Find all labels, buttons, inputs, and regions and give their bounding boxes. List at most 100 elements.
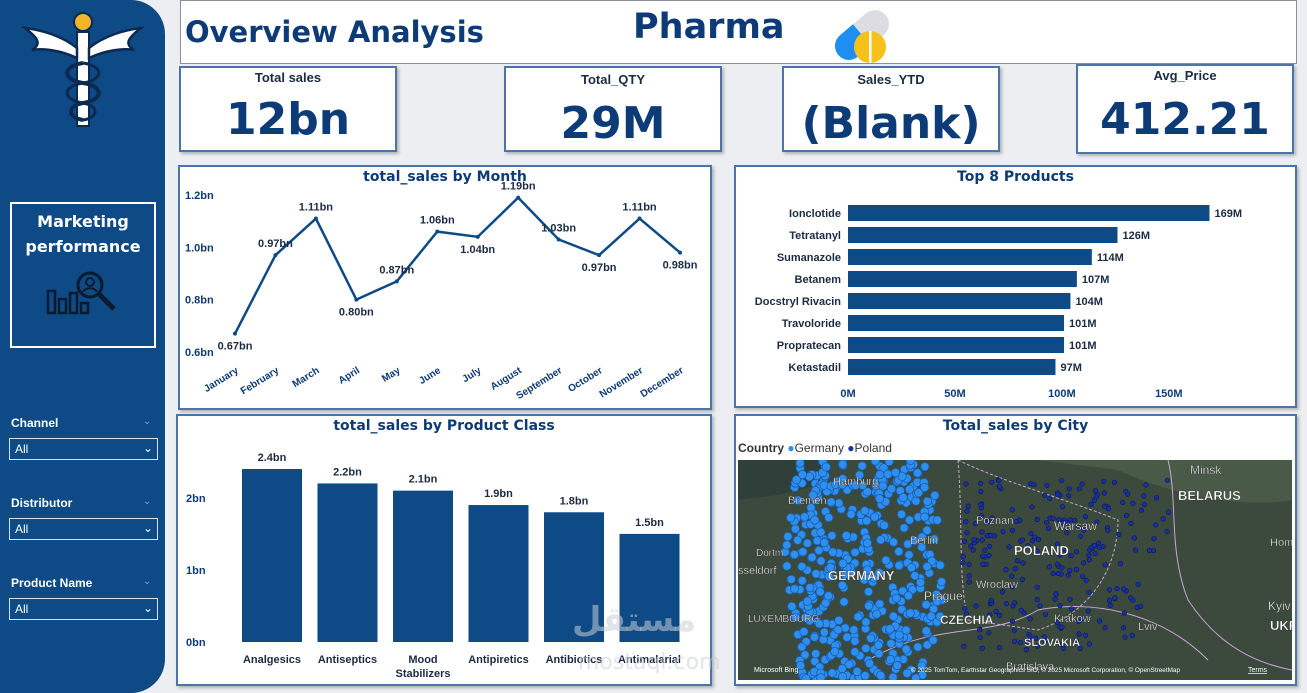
- germany-city-dot: [844, 659, 854, 670]
- bar-value-label: 169M: [1214, 208, 1242, 220]
- bar-value-label: 97M: [1060, 362, 1081, 374]
- germany-city-dot: [849, 625, 859, 635]
- germany-city-dot: [816, 527, 826, 537]
- germany-city-dot: [886, 484, 897, 494]
- germany-city-dot: [837, 672, 848, 680]
- channel-select[interactable]: All ⌄: [9, 438, 158, 460]
- border-line: [1167, 460, 1292, 671]
- kpi-card-avg-price: Avg_Price 412.21: [1076, 64, 1294, 154]
- poland-city-dot: [1034, 584, 1040, 590]
- germany-city-dot: [930, 490, 940, 501]
- analytics-search-icon: [46, 271, 116, 315]
- germany-city-dot: [911, 673, 921, 680]
- germany-city-dot: [894, 630, 904, 640]
- chevron-down-icon[interactable]: ⌄: [143, 496, 152, 507]
- legend-germany[interactable]: Germany: [794, 441, 844, 455]
- map-place-label: Krakow: [1054, 613, 1091, 625]
- map-place-label: Bremen: [788, 495, 827, 507]
- germany-city-dot: [901, 625, 911, 635]
- marketing-performance-button[interactable]: Marketing performance: [10, 202, 156, 348]
- dropdown-arrow-icon: ⌄: [142, 441, 153, 455]
- top-products-chart[interactable]: Ionclotide 169M Tetratanyl 126M Sumanazole 11…: [736, 167, 1295, 406]
- x-tick-label: Antipiretics: [468, 654, 529, 666]
- poland-city-dot: [1078, 533, 1084, 539]
- poland-city-dot: [964, 508, 970, 514]
- product-class-chart[interactable]: 0bn 1bn 2bn 2.4bn Analgesics 2.2bn Antiseptics…: [178, 416, 710, 684]
- poland-city-dot: [1135, 581, 1141, 588]
- germany-city-dot: [914, 488, 924, 498]
- poland-city-dot: [1011, 627, 1017, 633]
- channel-select-value: All: [15, 442, 29, 456]
- product-label: Tetratanyl: [789, 230, 841, 242]
- poland-city-dot: [980, 553, 986, 559]
- germany-city-dot: [936, 577, 947, 587]
- poland-city-dot: [1146, 547, 1153, 554]
- kpi-card-total-qty: Total_QTY 29M: [504, 66, 722, 152]
- brand-title: Pharma: [633, 7, 785, 47]
- poland-city-dot: [1076, 486, 1082, 492]
- product-name-filter-label: Product Name: [11, 576, 93, 590]
- legend-poland[interactable]: Poland: [854, 441, 892, 455]
- poland-city-dot: [1112, 595, 1118, 601]
- germany-city-dot: [783, 531, 793, 542]
- germany-city-dot: [870, 460, 880, 466]
- poland-city-dot: [988, 532, 994, 538]
- germany-city-dot: [797, 642, 807, 652]
- poland-city-dot: [1120, 625, 1127, 631]
- data-point: [475, 234, 480, 239]
- product-name-select[interactable]: All ⌄: [9, 598, 158, 620]
- poland-city-dot: [962, 605, 968, 612]
- germany-city-dot: [790, 524, 801, 534]
- product-label: Sumanazole: [777, 252, 841, 264]
- poland-city-dot: [1009, 527, 1016, 533]
- map-legend: Country ●Germany ●Poland: [738, 441, 892, 455]
- poland-city-dot: [1012, 600, 1018, 606]
- germany-city-dot: [909, 535, 920, 546]
- poland-city-dot: [1128, 520, 1134, 527]
- germany-city-dot: [827, 668, 837, 678]
- poland-city-dot: [966, 573, 972, 579]
- poland-city-dot: [1121, 610, 1127, 616]
- data-point: [435, 229, 440, 234]
- germany-city-dot: [805, 583, 815, 593]
- line-chart[interactable]: 0.6bn 0.8bn 1.0bn 1.2bn 0.67bn January 0.97bn F…: [180, 167, 710, 408]
- germany-city-dot: [920, 512, 930, 522]
- poland-city-dot: [978, 489, 984, 495]
- bar-value-label: 101M: [1069, 318, 1097, 330]
- distributor-select[interactable]: All ⌄: [9, 518, 158, 540]
- poland-city-dot: [997, 644, 1003, 651]
- x-tick-label: Stabilizers: [395, 668, 450, 680]
- map-place-label: Warsaw: [1054, 519, 1097, 533]
- germany-city-dot: [838, 558, 848, 569]
- poland-city-dot: [1047, 495, 1053, 502]
- germany-city-dot: [892, 660, 902, 671]
- chevron-down-icon[interactable]: ⌄: [143, 416, 152, 427]
- data-label: 0.87bn: [379, 264, 414, 276]
- germany-city-dot: [811, 569, 821, 579]
- kpi-value: (Blank): [801, 98, 981, 149]
- germany-city-dot: [876, 535, 886, 545]
- germany-city-dot: [797, 469, 808, 480]
- germany-city-dot: [932, 515, 942, 525]
- chevron-down-icon[interactable]: ⌄: [143, 576, 152, 587]
- poland-city-dot: [1134, 604, 1140, 611]
- germany-city-dot: [890, 467, 901, 478]
- germany-city-dot: [846, 509, 856, 519]
- product-label: Propratecan: [777, 340, 841, 352]
- poland-city-dot: [1068, 606, 1075, 612]
- germany-city-dot: [852, 666, 862, 677]
- bar-value-label: 101M: [1069, 340, 1097, 352]
- city-map[interactable]: Minsk BELARUS Bremen Hamburg Poznan Warsaw POL…: [738, 460, 1292, 680]
- map-place-label: Dortm: [756, 548, 783, 559]
- product-class-card: total_sales by Product Class 0bn 1bn 2bn 2.…: [176, 414, 712, 686]
- poland-city-dot: [1019, 576, 1026, 583]
- chart-title: total_sales by Month: [363, 169, 527, 185]
- poland-city-dot: [1037, 603, 1043, 609]
- germany-city-dot: [874, 568, 884, 578]
- poland-city-dot: [1042, 492, 1048, 498]
- map-place-label: Wroclaw: [976, 579, 1018, 591]
- bar-value-label: 2.2bn: [333, 466, 362, 478]
- germany-city-dot: [920, 462, 930, 472]
- germany-city-dot: [850, 547, 860, 557]
- germany-city-dot: [802, 538, 813, 548]
